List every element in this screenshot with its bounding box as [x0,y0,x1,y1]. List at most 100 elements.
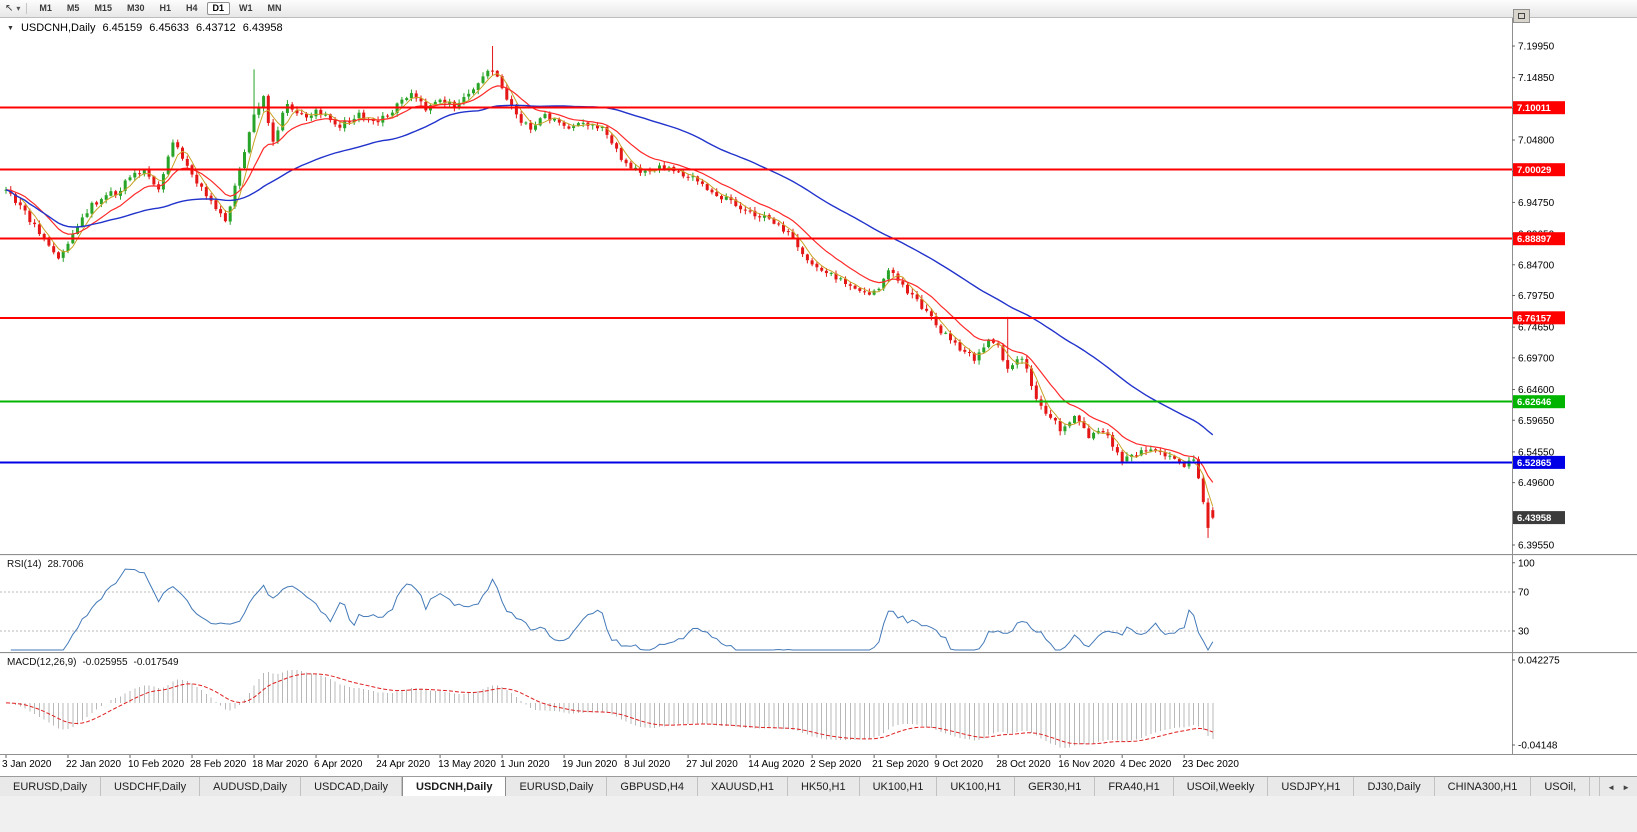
svg-text:6.43958: 6.43958 [1517,513,1551,524]
chart-tab-usoil-weekly[interactable]: USOil,Weekly [1174,777,1269,797]
price-chart-canvas[interactable]: 7.199507.148507.099007.048006.997506.947… [0,17,1637,776]
timeframe-button-w1[interactable]: W1 [239,2,253,13]
time-axis-label: 14 Aug 2020 [748,759,805,770]
status-bar [0,796,1637,832]
window-restore-button[interactable] [1513,9,1530,23]
time-axis-label: 3 Jan 2020 [2,759,52,770]
timeframe-buttons: M1 M5 M15 M30 H1 H4 D1 W1 MN [33,1,287,16]
top-toolbar: ↖ ▾ M1 M5 M15 M30 H1 H4 D1 W1 MN [0,0,1637,18]
price-axis-label: 6.39550 [1518,541,1555,552]
time-axis-label: 4 Dec 2020 [1120,759,1172,770]
price-axis-label: 6.74650 [1518,323,1555,334]
chart-tab-usdcad-daily[interactable]: USDCAD,Daily [301,777,403,797]
rsi-scale-label: 30 [1518,627,1530,638]
price-axis-label: 6.59650 [1518,416,1555,427]
time-axis-label: 18 Mar 2020 [252,759,309,770]
chart-tab-eurusd-daily[interactable]: EURUSD,Daily [506,777,608,797]
chart-tab-dj30-daily[interactable]: DJ30,Daily [1354,777,1435,797]
ma-fast-line [5,73,1214,507]
price-level-tag: 7.00029 [1513,163,1565,177]
price-level-tag: 6.76157 [1513,311,1565,325]
timeframe-button-mn[interactable]: MN [267,2,282,13]
timeframe-button-m30[interactable]: M30 [126,2,145,13]
macd-scale-label: -0.04148 [1518,741,1558,752]
ma-medium-line [5,85,1214,483]
chart-tab-usdjpy-h1[interactable]: USDJPY,H1 [1268,777,1355,797]
time-axis-label: 9 Oct 2020 [934,759,983,770]
chart-tab-bar: EURUSD,Daily USDCHF,Daily AUDUSD,Daily USDC… [0,776,1637,797]
time-axis-label: 16 Nov 2020 [1058,759,1115,770]
price-axis-label: 6.54550 [1518,447,1555,458]
chart-tab-uk100-h1[interactable]: UK100,H1 [860,777,938,797]
cursor-tool-icon[interactable]: ↖ [5,2,14,14]
svg-text:6.62646: 6.62646 [1517,397,1551,408]
time-axis-label: 6 Apr 2020 [314,759,363,770]
timeframe-button-d1[interactable]: D1 [206,1,231,16]
price-axis-label: 6.69700 [1518,353,1555,364]
chart-tab-usdcnh-daily[interactable]: USDCNH,Daily [402,777,507,797]
time-axis-label: 1 Jun 2020 [500,759,550,770]
price-axis-label: 7.04800 [1518,136,1555,147]
time-axis-label: 28 Feb 2020 [190,759,247,770]
chart-tab-audusd-daily[interactable]: AUDUSD,Daily [200,777,302,797]
price-axis-label: 7.14850 [1518,73,1555,84]
timeframe-button-h1[interactable]: H1 [159,2,171,13]
svg-text:7.10011: 7.10011 [1517,103,1552,114]
price-level-tag: 6.52865 [1513,455,1565,469]
scroll-tabs-right-button[interactable]: ► [1622,782,1630,792]
current-price-tag: 6.43958 [1513,511,1565,525]
time-axis-label: 19 Jun 2020 [562,759,617,770]
svg-text:6.76157: 6.76157 [1517,313,1551,324]
timeframe-button-m1[interactable]: M1 [39,2,52,13]
price-axis-label: 6.79750 [1518,291,1555,302]
timeframe-button-h4[interactable]: H4 [185,2,198,13]
time-axis-label: 21 Sep 2020 [872,759,929,770]
time-axis-label: 10 Feb 2020 [128,759,185,770]
macd-histogram [10,669,1214,748]
dropdown-caret-icon[interactable]: ▾ [16,3,21,13]
tab-scroll-arrows: ◄ ► [1599,777,1637,797]
time-axis-label: 22 Jan 2020 [66,759,121,770]
svg-text:6.88897: 6.88897 [1517,234,1551,245]
chart-background [0,17,1637,776]
price-level-tag: 6.88897 [1513,232,1565,246]
price-axis-label: 6.84700 [1518,260,1555,271]
rsi-scale-label: 100 [1518,558,1535,569]
scroll-tabs-left-button[interactable]: ◄ [1607,782,1616,792]
rsi-scale-label: 70 [1518,588,1530,599]
macd-signal-line [5,673,1213,745]
price-axis-label: 6.94750 [1518,198,1555,209]
svg-text:7.00029: 7.00029 [1517,165,1551,176]
rsi-line [10,568,1214,652]
chart-tab-eurusd-daily[interactable]: EURUSD,Daily [0,777,101,797]
time-axis-label: 23 Dec 2020 [1182,759,1239,770]
svg-text:6.52865: 6.52865 [1517,458,1552,469]
chart-tab-usdchf-daily[interactable]: USDCHF,Daily [101,777,201,797]
time-axis-labels: 3 Jan 2020 22 Jan 2020 10 Feb 2020 28 Feb 2… [2,755,1239,770]
chart-tab-ger30-h1[interactable]: GER30,H1 [1015,777,1096,797]
price-axis-label: 7.19950 [1518,42,1555,53]
time-axis-label: 28 Oct 2020 [996,759,1051,770]
chart-tab-gbpusd-h4[interactable]: GBPUSD,H4 [607,777,698,797]
time-axis-label: 2 Sep 2020 [810,759,862,770]
price-axis-label: 6.64600 [1518,385,1555,396]
price-level-tag: 6.62646 [1513,395,1565,409]
timeframe-button-m15[interactable]: M15 [94,2,112,13]
chart-tab-uk100-h1[interactable]: UK100,H1 [937,777,1016,797]
time-axis-label: 13 May 2020 [438,759,496,770]
chart-tab-hk50-h1[interactable]: HK50,H1 [788,777,860,797]
chart-window: 7.199507.148507.099007.048006.997506.947… [0,17,1637,776]
chart-tab-china300-h1[interactable]: CHINA300,H1 [1435,777,1532,797]
chart-tab-usoil[interactable]: USOil, [1531,777,1591,797]
time-axis-label: 27 Jul 2020 [686,759,738,770]
chart-tabs: EURUSD,Daily USDCHF,Daily AUDUSD,Daily USDC… [0,777,1591,797]
time-axis-label: 24 Apr 2020 [376,759,430,770]
chart-tab-xauusd-h1[interactable]: XAUUSD,H1 [698,777,788,797]
time-axis-label: 8 Jul 2020 [624,759,671,770]
price-level-tag: 7.10011 [1513,101,1565,115]
macd-scale-label: 0.042275 [1518,656,1560,667]
chart-tab-fra40-h1[interactable]: FRA40,H1 [1095,777,1174,797]
toolbar-separator [26,3,28,14]
price-axis-label: 6.49600 [1518,478,1555,489]
timeframe-button-m5[interactable]: M5 [66,2,80,13]
